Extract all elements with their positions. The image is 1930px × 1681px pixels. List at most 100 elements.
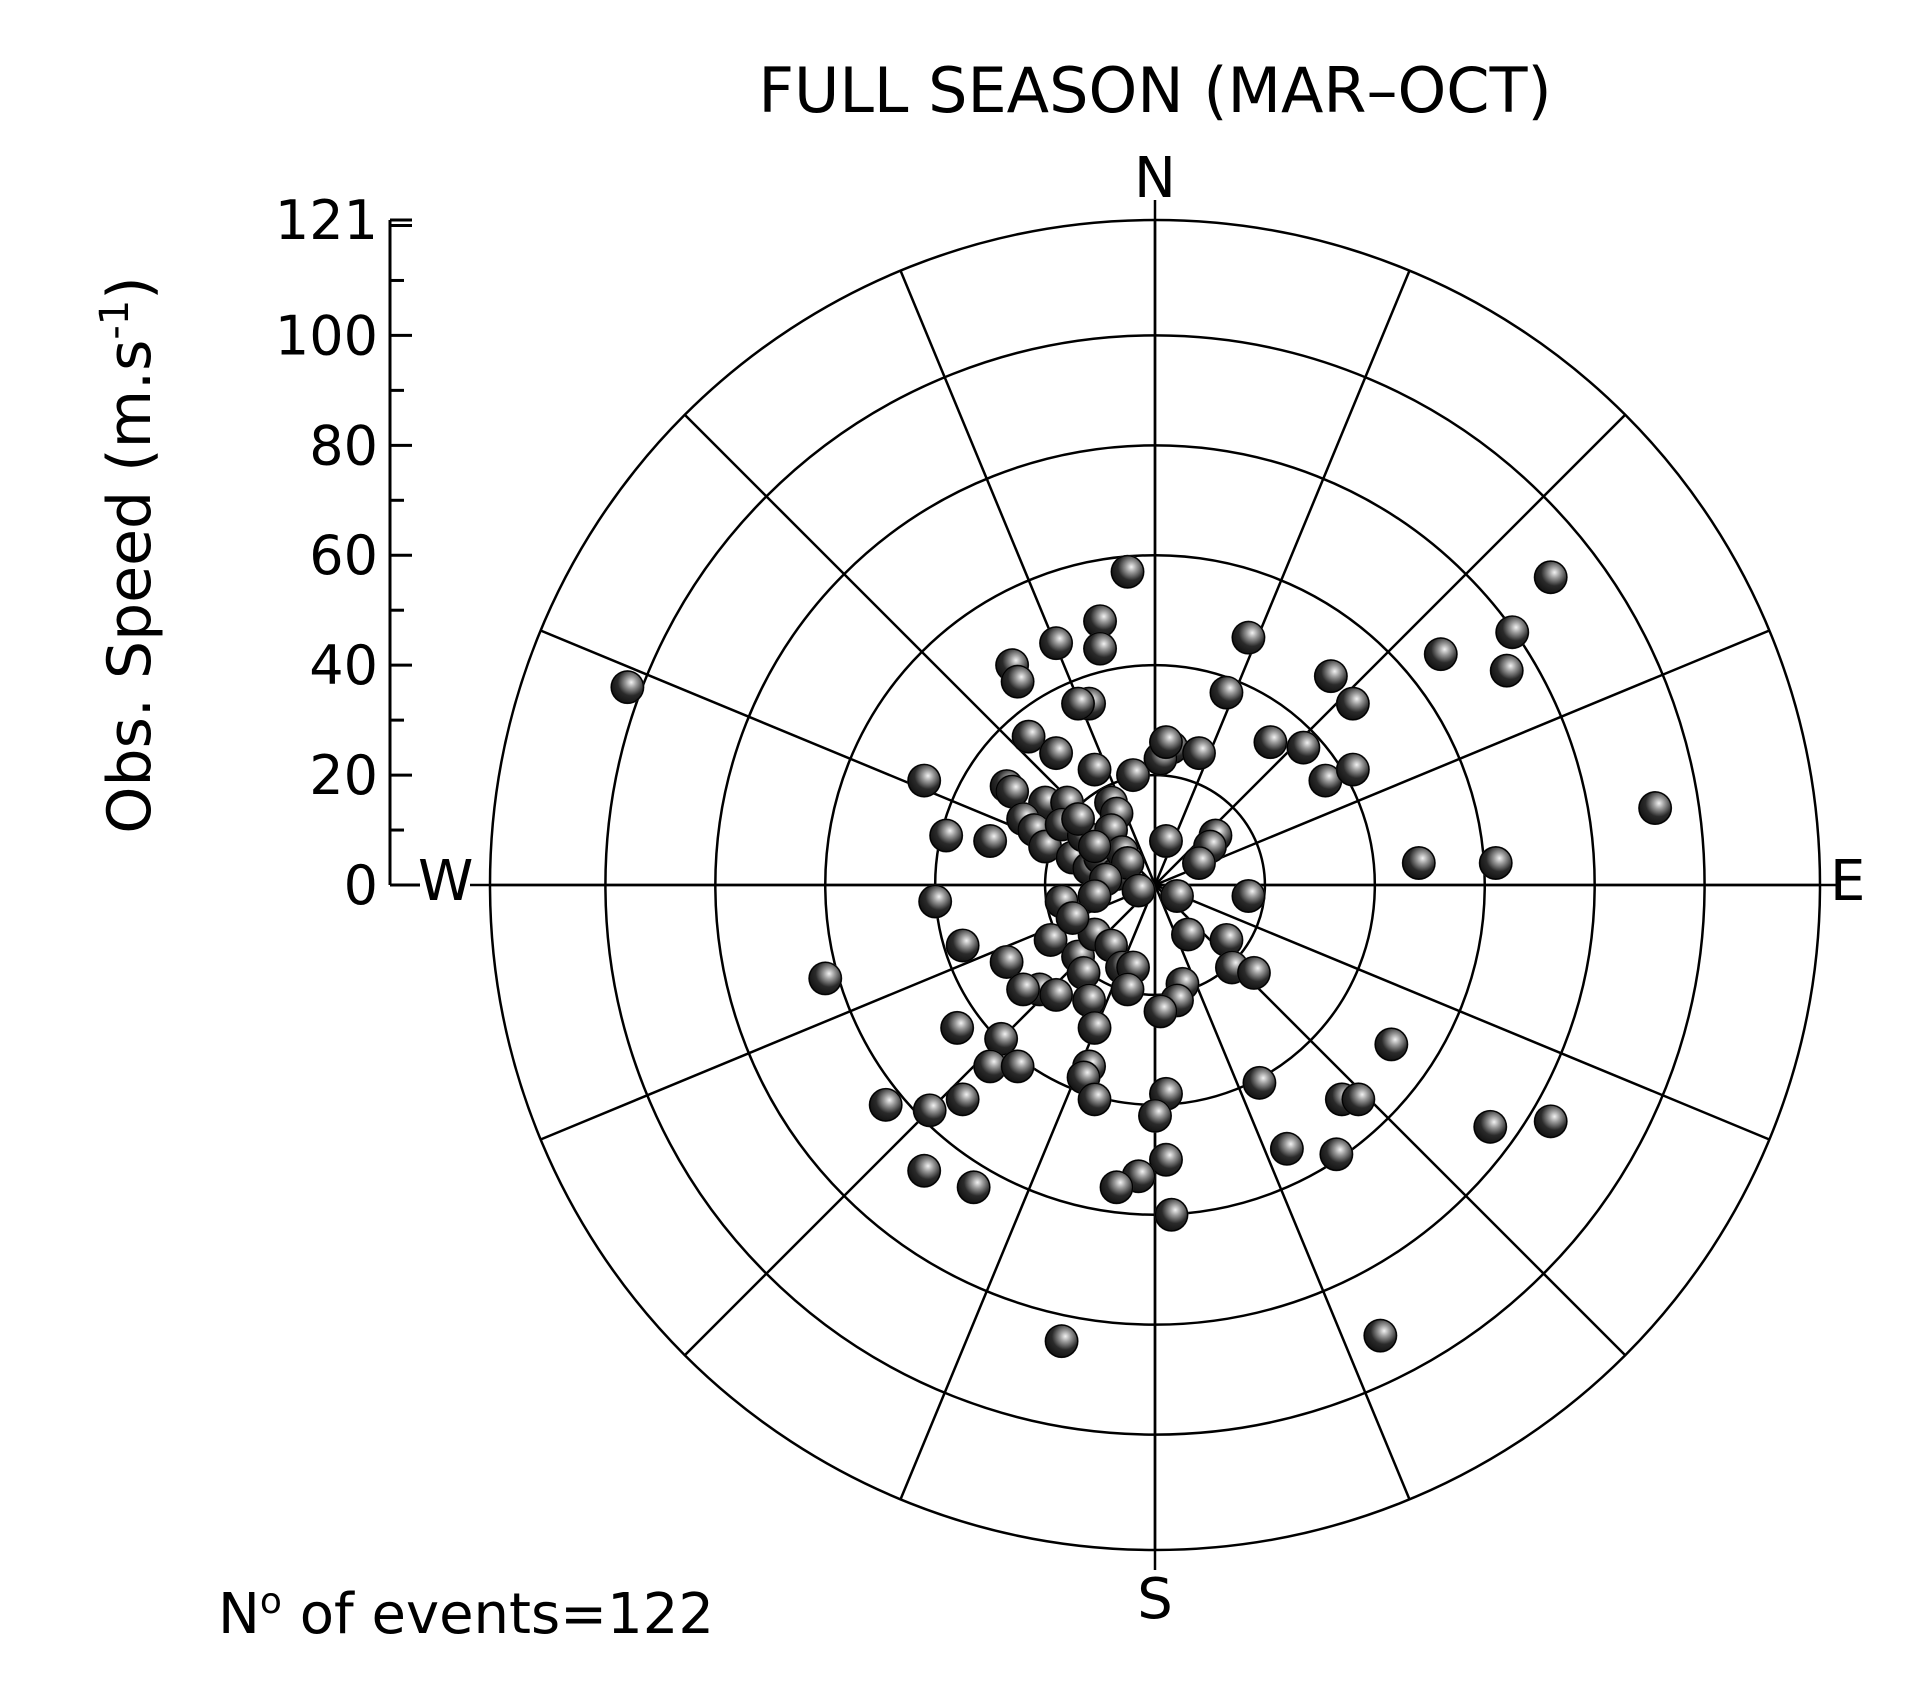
- grid-spoke: [899, 270, 1157, 886]
- data-point: [989, 944, 1024, 979]
- data-point-ball: [1061, 802, 1095, 836]
- data-point: [1335, 752, 1370, 787]
- data-point: [1638, 791, 1673, 826]
- data-point: [1319, 1137, 1354, 1172]
- data-point: [1170, 917, 1205, 952]
- y-axis-label-close: ): [95, 276, 165, 299]
- data-point: [1478, 846, 1513, 881]
- data-point-ball: [1495, 615, 1529, 649]
- data-point: [868, 1087, 903, 1122]
- data-point: [1039, 977, 1074, 1012]
- data-point-ball: [973, 824, 1007, 858]
- data-point-ball: [918, 884, 952, 919]
- data-point-ball: [1182, 736, 1216, 770]
- data-point-ball: [1231, 621, 1266, 655]
- data-point: [1495, 615, 1530, 650]
- data-point-ball: [1424, 637, 1458, 671]
- data-point-ball: [1314, 659, 1348, 693]
- data-point: [1083, 631, 1118, 666]
- data-point: [1533, 1104, 1568, 1139]
- data-point: [907, 1153, 942, 1188]
- data-point-ball: [913, 1093, 947, 1127]
- data-point-ball: [1270, 1132, 1304, 1166]
- data-point: [1286, 730, 1321, 765]
- data-point-ball: [1319, 1137, 1353, 1171]
- data-point-ball: [1154, 1198, 1189, 1232]
- data-point-ball: [1149, 725, 1183, 759]
- data-point-ball: [1534, 560, 1568, 594]
- footnote-degree-sign: o: [260, 1581, 282, 1622]
- radial-tick-label: 100: [275, 304, 378, 367]
- data-point-ball: [1044, 1324, 1079, 1358]
- data-point: [1313, 659, 1348, 694]
- data-point: [1039, 736, 1074, 771]
- data-point: [1489, 653, 1524, 688]
- footnote-text: of events=122: [282, 1582, 714, 1647]
- data-point: [1341, 1082, 1376, 1117]
- radial-tick-label: 0: [344, 854, 378, 917]
- data-point: [1154, 1197, 1189, 1232]
- data-point-ball: [1077, 1011, 1112, 1045]
- data-point-ball: [1341, 1082, 1375, 1116]
- data-point-ball: [1253, 725, 1288, 759]
- data-point: [1033, 922, 1068, 957]
- data-point: [1335, 686, 1370, 721]
- data-point: [1099, 1170, 1134, 1205]
- data-point-ball: [946, 928, 980, 963]
- data-point-ball: [1237, 956, 1271, 990]
- data-point: [1363, 1318, 1398, 1353]
- data-point-ball: [1033, 923, 1068, 957]
- data-point: [1181, 846, 1216, 881]
- data-point-ball: [1077, 879, 1112, 913]
- data-point-ball: [1143, 994, 1178, 1029]
- data-point-ball: [1077, 752, 1112, 787]
- data-point-ball: [1001, 665, 1035, 699]
- data-point: [1473, 1109, 1508, 1144]
- data-point: [1061, 686, 1096, 721]
- data-point-ball: [1149, 824, 1183, 858]
- data-point: [945, 1082, 980, 1117]
- data-point: [1143, 994, 1178, 1029]
- data-point: [1423, 637, 1458, 672]
- data-point: [1121, 873, 1156, 908]
- data-point-ball: [907, 763, 941, 798]
- data-point-ball: [1160, 879, 1194, 913]
- data-point: [1401, 846, 1436, 881]
- data-point: [912, 1093, 947, 1128]
- data-point-ball: [1374, 1027, 1408, 1061]
- data-point: [929, 818, 964, 853]
- data-point: [1006, 972, 1041, 1007]
- data-point: [1308, 763, 1343, 798]
- grid-spoke: [1154, 883, 1770, 1141]
- data-point-ball: [1209, 923, 1244, 957]
- y-axis-label: Obs. Speed (m.s-1): [92, 276, 165, 833]
- data-point-ball: [940, 1011, 974, 1045]
- data-point: [940, 1010, 975, 1045]
- data-point: [1077, 752, 1112, 787]
- data-point: [1159, 878, 1194, 913]
- data-point-ball: [1001, 1049, 1035, 1083]
- data-point-ball: [1006, 972, 1040, 1007]
- data-point-ball: [907, 1154, 941, 1188]
- data-point-ball: [946, 1082, 980, 1116]
- data-point-ball: [1110, 972, 1145, 1007]
- polar-grid: [470, 200, 1840, 1570]
- data-point-ball: [1336, 752, 1370, 787]
- data-point-ball: [1171, 917, 1205, 952]
- data-point-ball: [1490, 654, 1524, 688]
- data-point: [1066, 955, 1101, 990]
- data-point: [1077, 829, 1112, 864]
- data-point: [808, 961, 843, 996]
- data-point-ball: [1402, 846, 1436, 880]
- data-point-ball: [1182, 846, 1216, 880]
- data-point: [1533, 560, 1568, 595]
- data-point: [907, 763, 942, 798]
- grid-spoke: [1153, 270, 1411, 886]
- data-point: [1061, 802, 1096, 837]
- data-point: [1138, 1098, 1172, 1133]
- data-point: [1110, 972, 1145, 1007]
- data-point: [1072, 983, 1107, 1018]
- data-point-ball: [1242, 1066, 1277, 1100]
- data-point-ball: [808, 961, 842, 996]
- data-point: [1011, 719, 1046, 754]
